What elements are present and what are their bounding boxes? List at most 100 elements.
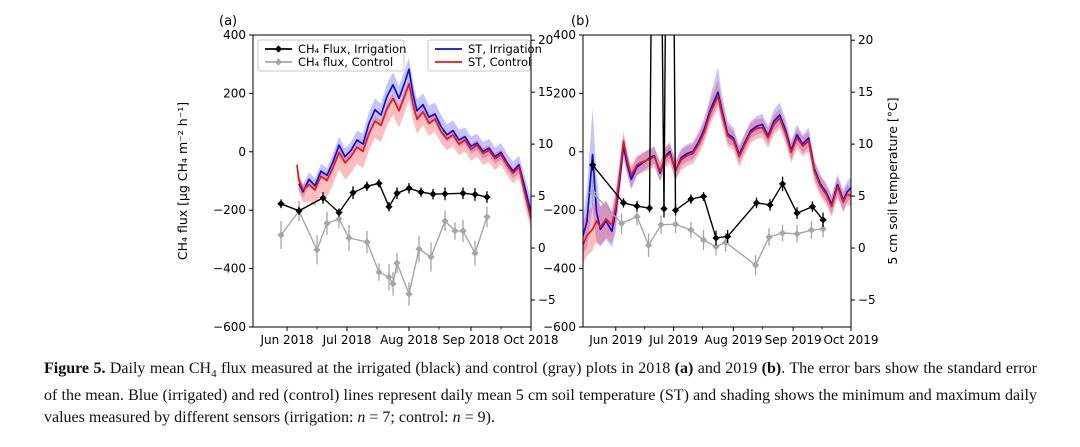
- diamond-marker: [451, 227, 459, 235]
- diamond-marker: [277, 231, 285, 239]
- caption-segment: n: [452, 409, 461, 427]
- x-tick-label: Jul 2019: [648, 333, 698, 347]
- diamond-marker: [793, 230, 801, 238]
- legend-label: CH₄ Flux, Irrigation: [298, 42, 406, 56]
- caption-segment: n: [357, 409, 366, 427]
- st-control-line-a: [296, 82, 531, 220]
- diamond-marker: [313, 246, 321, 254]
- x-tick-label: Jun 2018: [259, 333, 313, 347]
- x-tick-label: Oct 2019: [823, 333, 878, 347]
- caption-segment: Figure 5.: [44, 360, 106, 377]
- flux-tick-label: 200: [223, 86, 246, 100]
- diamond-marker: [405, 290, 413, 298]
- flux-tick-label: −200: [543, 203, 576, 217]
- flux-irrigation-series-a: [277, 179, 491, 217]
- x-tick-label: Sep 2019: [765, 333, 822, 347]
- x-tick-label: Jul 2018: [322, 333, 372, 347]
- diamond-marker: [712, 234, 720, 242]
- diamond-marker: [471, 190, 479, 199]
- diamond-marker: [405, 184, 413, 192]
- flux-tick-label: −400: [213, 262, 246, 276]
- temp-tick-label: −5: [858, 293, 876, 307]
- diamond-marker: [699, 236, 708, 244]
- plot-area-a: [277, 57, 531, 306]
- series-line: [280, 209, 488, 297]
- diamond-marker: [483, 193, 491, 201]
- diamond-marker: [389, 280, 397, 288]
- diamond-marker: [671, 206, 680, 214]
- diamond-marker: [778, 180, 787, 188]
- x-tick-label: Oct 2018: [503, 333, 558, 347]
- diamond-marker: [819, 225, 827, 233]
- diamond-marker: [277, 200, 285, 208]
- diamond-marker: [393, 189, 401, 197]
- diamond-marker: [671, 220, 680, 228]
- legend-frame: [257, 39, 405, 72]
- diamond-marker: [724, 232, 732, 241]
- st-irrigation-band-b: [583, 67, 851, 254]
- flux-control-series-b: [589, 179, 827, 276]
- temp-tick-label: −5: [538, 293, 556, 307]
- diamond-marker: [375, 268, 383, 276]
- axes-frame-b: [582, 34, 852, 328]
- diamond-marker: [633, 202, 641, 210]
- diamond-marker: [375, 179, 383, 187]
- caption-segment: Daily mean CH: [105, 360, 212, 377]
- caption-segment: . The error bars show the standard error…: [44, 360, 1038, 427]
- temp-tick-label: 0: [858, 241, 866, 255]
- flux-tick-label: 400: [223, 28, 246, 42]
- diamond-marker: [427, 253, 435, 261]
- st-control-line-b: [583, 95, 851, 246]
- diamond-marker: [349, 189, 357, 197]
- diamond-marker: [619, 199, 628, 207]
- x-tick-label: Sep 2018: [443, 333, 500, 347]
- legend-label: ST, Control: [468, 55, 531, 69]
- y-axis-title-right: 5 cm soil temperature [°C]: [885, 97, 900, 264]
- temp-tick-label: 0: [538, 241, 546, 255]
- caption-segment: and 2019: [693, 360, 762, 377]
- diamond-marker: [363, 238, 371, 246]
- flux-tick-label: −400: [543, 262, 576, 276]
- caption-segment: = 7; control:: [365, 409, 453, 427]
- panel-label-a: (a): [219, 14, 237, 29]
- diamond-marker: [335, 208, 343, 217]
- diamond-marker: [385, 203, 393, 211]
- diamond-marker: [645, 204, 654, 212]
- caption-segment: (b): [761, 360, 782, 377]
- legend-marker-sample: [274, 58, 283, 66]
- figure-5-plot: Jun 2018 Jul 2018 Aug 2018 Sep 2018 Oct 2018…: [175, 14, 900, 347]
- temp-tick-label: 5: [858, 189, 866, 203]
- x-tick-label: Aug 2019: [704, 333, 762, 347]
- flux-irrigation-series-b: [589, 35, 827, 246]
- diamond-marker: [345, 234, 353, 242]
- series-line: [280, 182, 488, 214]
- caption-segment: 4: [211, 368, 217, 381]
- diamond-marker: [335, 215, 343, 223]
- flux-tick-label: 400: [553, 28, 576, 42]
- diamond-marker: [766, 201, 774, 209]
- plot-area-b: [583, 35, 851, 276]
- flux-tick-label: 0: [238, 145, 246, 159]
- series-line: [592, 192, 824, 267]
- diamond-marker: [807, 226, 816, 234]
- axes-frame-a: [252, 34, 532, 328]
- diamond-marker: [778, 229, 787, 237]
- y-axis-title-left: CH₄ flux [µg CH₄ m⁻² h⁻¹]: [175, 102, 190, 260]
- diamond-marker: [385, 273, 393, 281]
- diamond-marker: [589, 161, 597, 169]
- diamond-marker: [751, 261, 760, 269]
- figure-caption: Figure 5. Daily mean CH4 flux measured a…: [44, 358, 1037, 429]
- flux-control-series-a: [277, 200, 491, 306]
- caption-segment: = 9).: [460, 409, 495, 427]
- diamond-marker: [417, 188, 425, 196]
- legend-frame: [427, 39, 531, 72]
- legend-marker-sample: [274, 45, 283, 53]
- flux-tick-label: 0: [568, 145, 576, 159]
- panel-label-b: (b): [571, 14, 589, 29]
- diamond-marker: [415, 245, 423, 253]
- diamond-marker: [363, 182, 371, 190]
- diamond-marker: [319, 194, 327, 202]
- diamond-marker: [712, 243, 720, 251]
- flux-tick-label: 200: [553, 86, 576, 100]
